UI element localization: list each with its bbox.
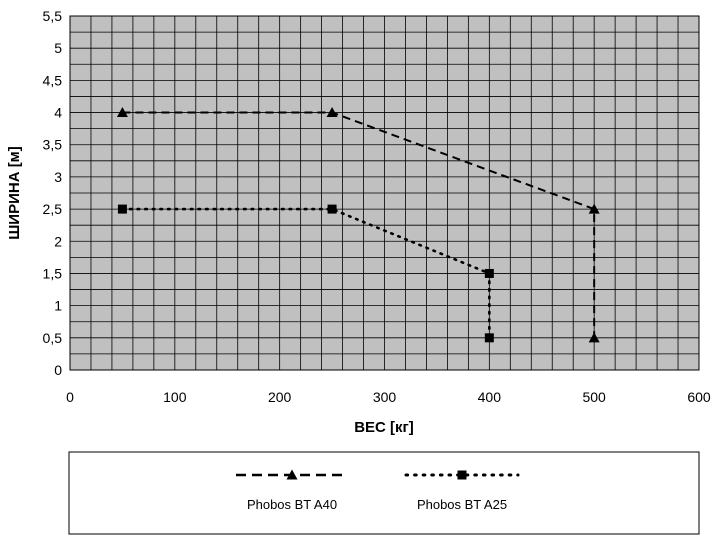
legend-label: Phobos BT A40 bbox=[247, 497, 337, 512]
x-tick-label: 600 bbox=[687, 389, 711, 405]
x-tick-label: 500 bbox=[582, 389, 606, 405]
series-line-1 bbox=[122, 111, 596, 338]
x-tick-label: 0 bbox=[66, 389, 74, 405]
x-tick-label: 300 bbox=[373, 389, 397, 405]
legend-box bbox=[68, 451, 700, 535]
y-tick-label: 0 bbox=[54, 362, 62, 378]
y-tick-label: 4 bbox=[54, 105, 62, 121]
legend-marker-triangle bbox=[286, 469, 298, 480]
data-point-triangle bbox=[326, 107, 338, 118]
y-tick-labels: 0 0,5 1 1,5 2 2,5 3 3,5 4 4,5 5 5,5 bbox=[43, 8, 63, 378]
y-axis-title: ШИРИНА [м] bbox=[6, 146, 23, 240]
data-point-triangle bbox=[116, 107, 128, 118]
data-point-triangle bbox=[588, 203, 600, 214]
series-line-2 bbox=[121, 207, 491, 340]
y-tick-label: 1,5 bbox=[43, 265, 63, 281]
y-tick-label: 5 bbox=[54, 40, 62, 56]
data-point-square bbox=[484, 268, 494, 278]
y-tick-label: 4,5 bbox=[43, 72, 63, 88]
x-tick-labels: 0 100 200 300 400 500 600 bbox=[66, 389, 711, 405]
x-axis-title: ВЕС [кг] bbox=[354, 419, 414, 436]
data-point-triangle bbox=[588, 332, 600, 343]
data-point-square bbox=[327, 204, 337, 214]
legend-marker-square bbox=[457, 470, 467, 480]
grid bbox=[70, 16, 699, 370]
data-point-square bbox=[117, 204, 127, 214]
x-tick-label: 400 bbox=[478, 389, 502, 405]
y-tick-label: 3,5 bbox=[43, 137, 63, 153]
y-tick-label: 3 bbox=[54, 169, 62, 185]
x-tick-label: 200 bbox=[268, 389, 292, 405]
x-tick-label: 100 bbox=[163, 389, 187, 405]
y-tick-label: 1 bbox=[54, 298, 62, 314]
y-tick-label: 0,5 bbox=[43, 330, 63, 346]
legend: Phobos BT A40 Phobos BT A25 bbox=[236, 469, 520, 512]
legend-label: Phobos BT A25 bbox=[417, 497, 507, 512]
y-tick-label: 5,5 bbox=[43, 8, 63, 24]
data-point-square bbox=[484, 333, 494, 343]
y-tick-label: 2,5 bbox=[43, 201, 63, 217]
y-tick-label: 2 bbox=[54, 233, 62, 249]
series-layer bbox=[116, 107, 600, 343]
